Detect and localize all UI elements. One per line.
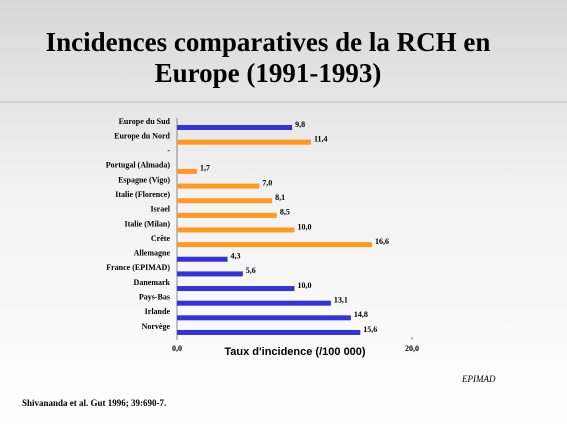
x-tick-label: 0,0 bbox=[172, 344, 182, 353]
bar bbox=[177, 198, 273, 204]
note: EPIMAD bbox=[461, 374, 496, 384]
bar bbox=[177, 286, 295, 292]
y-tick-label: Irlande bbox=[145, 307, 171, 316]
y-tick-label: Crête bbox=[151, 234, 171, 243]
value-label: 9,8 bbox=[295, 120, 305, 129]
value-label: 10,0 bbox=[298, 222, 312, 231]
y-tick-label: Italie (Florence) bbox=[115, 190, 170, 199]
y-tick-label: France (EPIMAD) bbox=[106, 263, 170, 272]
value-label: 15,6 bbox=[363, 325, 377, 334]
y-tick-label: Allemagne bbox=[134, 249, 171, 258]
source: Shivananda et al. Gut 1996; 39:690-7. bbox=[22, 398, 166, 408]
bar bbox=[177, 256, 228, 262]
value-label: 11,4 bbox=[314, 134, 328, 143]
bar bbox=[177, 329, 361, 335]
value-label: 5,6 bbox=[246, 266, 256, 275]
bar bbox=[177, 125, 293, 130]
bar bbox=[177, 168, 197, 174]
y-tick-label: Norvège bbox=[142, 322, 171, 331]
bar bbox=[177, 315, 351, 321]
bar bbox=[177, 242, 373, 248]
title-line: Europe (1991-1993) bbox=[155, 58, 382, 88]
value-label: 7,0 bbox=[262, 178, 272, 187]
y-tick-label: Portugal (Almada) bbox=[106, 161, 171, 170]
value-label: 8,1 bbox=[275, 193, 285, 202]
title-line: Incidences comparatives de la RCH en bbox=[46, 27, 491, 57]
y-tick-label: Europe du Sud bbox=[119, 117, 171, 126]
x-tick-label: 20,0 bbox=[405, 344, 419, 353]
value-label: 4,3 bbox=[231, 252, 241, 261]
bar bbox=[177, 212, 277, 218]
bar bbox=[177, 271, 243, 277]
y-tick-label: Pays-Bas bbox=[139, 293, 170, 302]
x-axis-label: Taux d'incidence (/100 000) bbox=[224, 346, 366, 358]
bar bbox=[177, 139, 311, 145]
bar bbox=[177, 183, 260, 189]
y-tick-label: Israel bbox=[150, 205, 170, 214]
y-tick-label: - bbox=[167, 146, 170, 155]
value-label: 16,6 bbox=[375, 237, 389, 246]
bar bbox=[177, 227, 295, 233]
bar bbox=[177, 300, 331, 306]
y-tick-label: Italie (Milan) bbox=[124, 219, 170, 228]
value-label: 10,0 bbox=[298, 281, 312, 290]
y-tick-label: Espagne (Vigo) bbox=[118, 175, 170, 184]
value-label: 1,7 bbox=[200, 164, 210, 173]
value-label: 8,5 bbox=[280, 208, 290, 217]
y-tick-label: Danemark bbox=[134, 278, 171, 287]
value-label: 14,8 bbox=[354, 310, 368, 319]
y-tick-label: Europe du Nord bbox=[114, 131, 170, 140]
value-label: 13,1 bbox=[334, 296, 348, 305]
